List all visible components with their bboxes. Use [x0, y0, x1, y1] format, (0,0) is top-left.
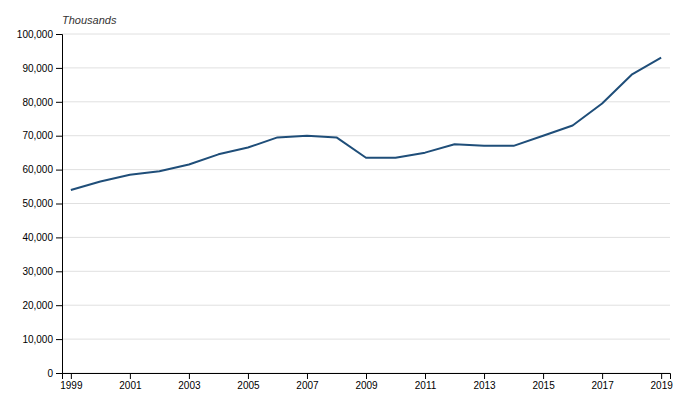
x-tick: 2001 — [119, 373, 142, 391]
y-tick-mark — [56, 68, 62, 69]
y-tick: 20,000 — [22, 300, 62, 311]
y-tick: 10,000 — [22, 334, 62, 345]
y-tick-label: 0 — [47, 368, 53, 379]
x-axis: 1999 2001 2003 2005 2007 2009 2011 2013 2015 2017… — [60, 373, 673, 391]
y-tick-label: 80,000 — [22, 97, 53, 108]
y-tick-mark — [56, 271, 62, 272]
y-axis-line — [56, 35, 63, 374]
y-tick-label: 20,000 — [22, 300, 53, 311]
y-tick-mark — [56, 204, 62, 205]
x-tick: 2015 — [532, 373, 555, 391]
plot-area: 0 10,000 20,000 30,000 40,000 50,000 60,000 70,… — [17, 29, 673, 391]
x-tick-label: 2017 — [591, 380, 614, 391]
chart: 0 10,000 20,000 30,000 40,000 50,000 60,000 70,… — [0, 0, 694, 405]
y-axis: 0 10,000 20,000 30,000 40,000 50,000 60,000 70,… — [17, 29, 63, 379]
x-tick-label: 2013 — [473, 380, 496, 391]
x-tick: 2013 — [473, 373, 496, 391]
x-tick-label: 2001 — [119, 380, 142, 391]
y-tick-label: 90,000 — [22, 63, 53, 74]
y-tick-mark — [56, 136, 62, 137]
y-tick: 0 — [47, 368, 62, 379]
x-tick-mark — [602, 373, 603, 379]
x-tick-label: 2005 — [237, 380, 260, 391]
grid-line — [62, 271, 670, 272]
x-tick: 2011 — [415, 373, 437, 391]
y-axis-label: Thousands — [62, 14, 117, 26]
grid-line — [62, 34, 670, 35]
x-tick: 2003 — [178, 373, 201, 391]
x-tick: 2007 — [296, 373, 319, 391]
x-tick: 1999 — [60, 373, 83, 391]
y-tick: 30,000 — [22, 266, 62, 277]
x-tick-mark — [661, 373, 662, 379]
x-tick-mark — [484, 373, 485, 379]
x-tick: 2019 — [651, 373, 674, 391]
grid-line — [62, 339, 670, 340]
y-tick-mark — [56, 34, 62, 35]
y-tick-mark — [56, 102, 62, 103]
y-tick-label: 100,000 — [17, 29, 54, 40]
grid-line — [62, 305, 670, 306]
x-tick: 2005 — [237, 373, 260, 391]
x-tick-mark — [543, 373, 544, 379]
grid — [62, 34, 670, 373]
y-tick-label: 30,000 — [22, 266, 53, 277]
x-tick-label: 2007 — [296, 380, 319, 391]
y-tick: 40,000 — [22, 232, 62, 243]
x-tick-label: 2009 — [355, 380, 378, 391]
y-tick-label: 50,000 — [22, 198, 53, 209]
y-tick: 100,000 — [17, 29, 62, 40]
x-tick-mark — [189, 373, 190, 379]
y-tick-mark — [56, 339, 62, 340]
grid-line — [62, 169, 670, 170]
y-tick: 70,000 — [22, 130, 62, 141]
y-tick-mark — [56, 170, 62, 171]
x-tick-label: 2019 — [651, 380, 674, 391]
y-tick: 90,000 — [22, 63, 62, 74]
grid-line — [62, 237, 670, 238]
y-tick-mark — [56, 237, 62, 238]
x-tick-mark — [307, 373, 308, 379]
y-tick-label: 60,000 — [22, 164, 53, 175]
x-tick-mark — [71, 373, 72, 379]
x-tick: 2009 — [355, 373, 378, 391]
y-tick-label: 40,000 — [22, 232, 53, 243]
y-tick: 60,000 — [22, 164, 62, 175]
y-tick-label: 70,000 — [22, 130, 53, 141]
y-tick-label: 10,000 — [22, 334, 53, 345]
grid-line — [62, 101, 670, 102]
marks — [71, 58, 661, 190]
x-tick-label: 2015 — [532, 380, 555, 391]
x-tick-mark — [425, 373, 426, 379]
grid-line — [62, 67, 670, 68]
grid-line — [62, 135, 670, 136]
x-tick-mark — [130, 373, 131, 379]
y-tick-mark — [56, 305, 62, 306]
y-tick: 80,000 — [22, 97, 62, 108]
x-tick-mark — [366, 373, 367, 379]
x-tick-mark — [248, 373, 249, 379]
y-tick-mark — [56, 373, 62, 374]
grid-line — [62, 203, 670, 204]
x-tick-label: 2003 — [178, 380, 201, 391]
x-tick: 2017 — [591, 373, 614, 391]
x-axis-line — [63, 374, 671, 380]
x-tick-label: 1999 — [60, 380, 83, 391]
y-tick: 50,000 — [22, 198, 62, 209]
line — [71, 58, 661, 190]
x-tick-label: 2011 — [415, 380, 437, 391]
